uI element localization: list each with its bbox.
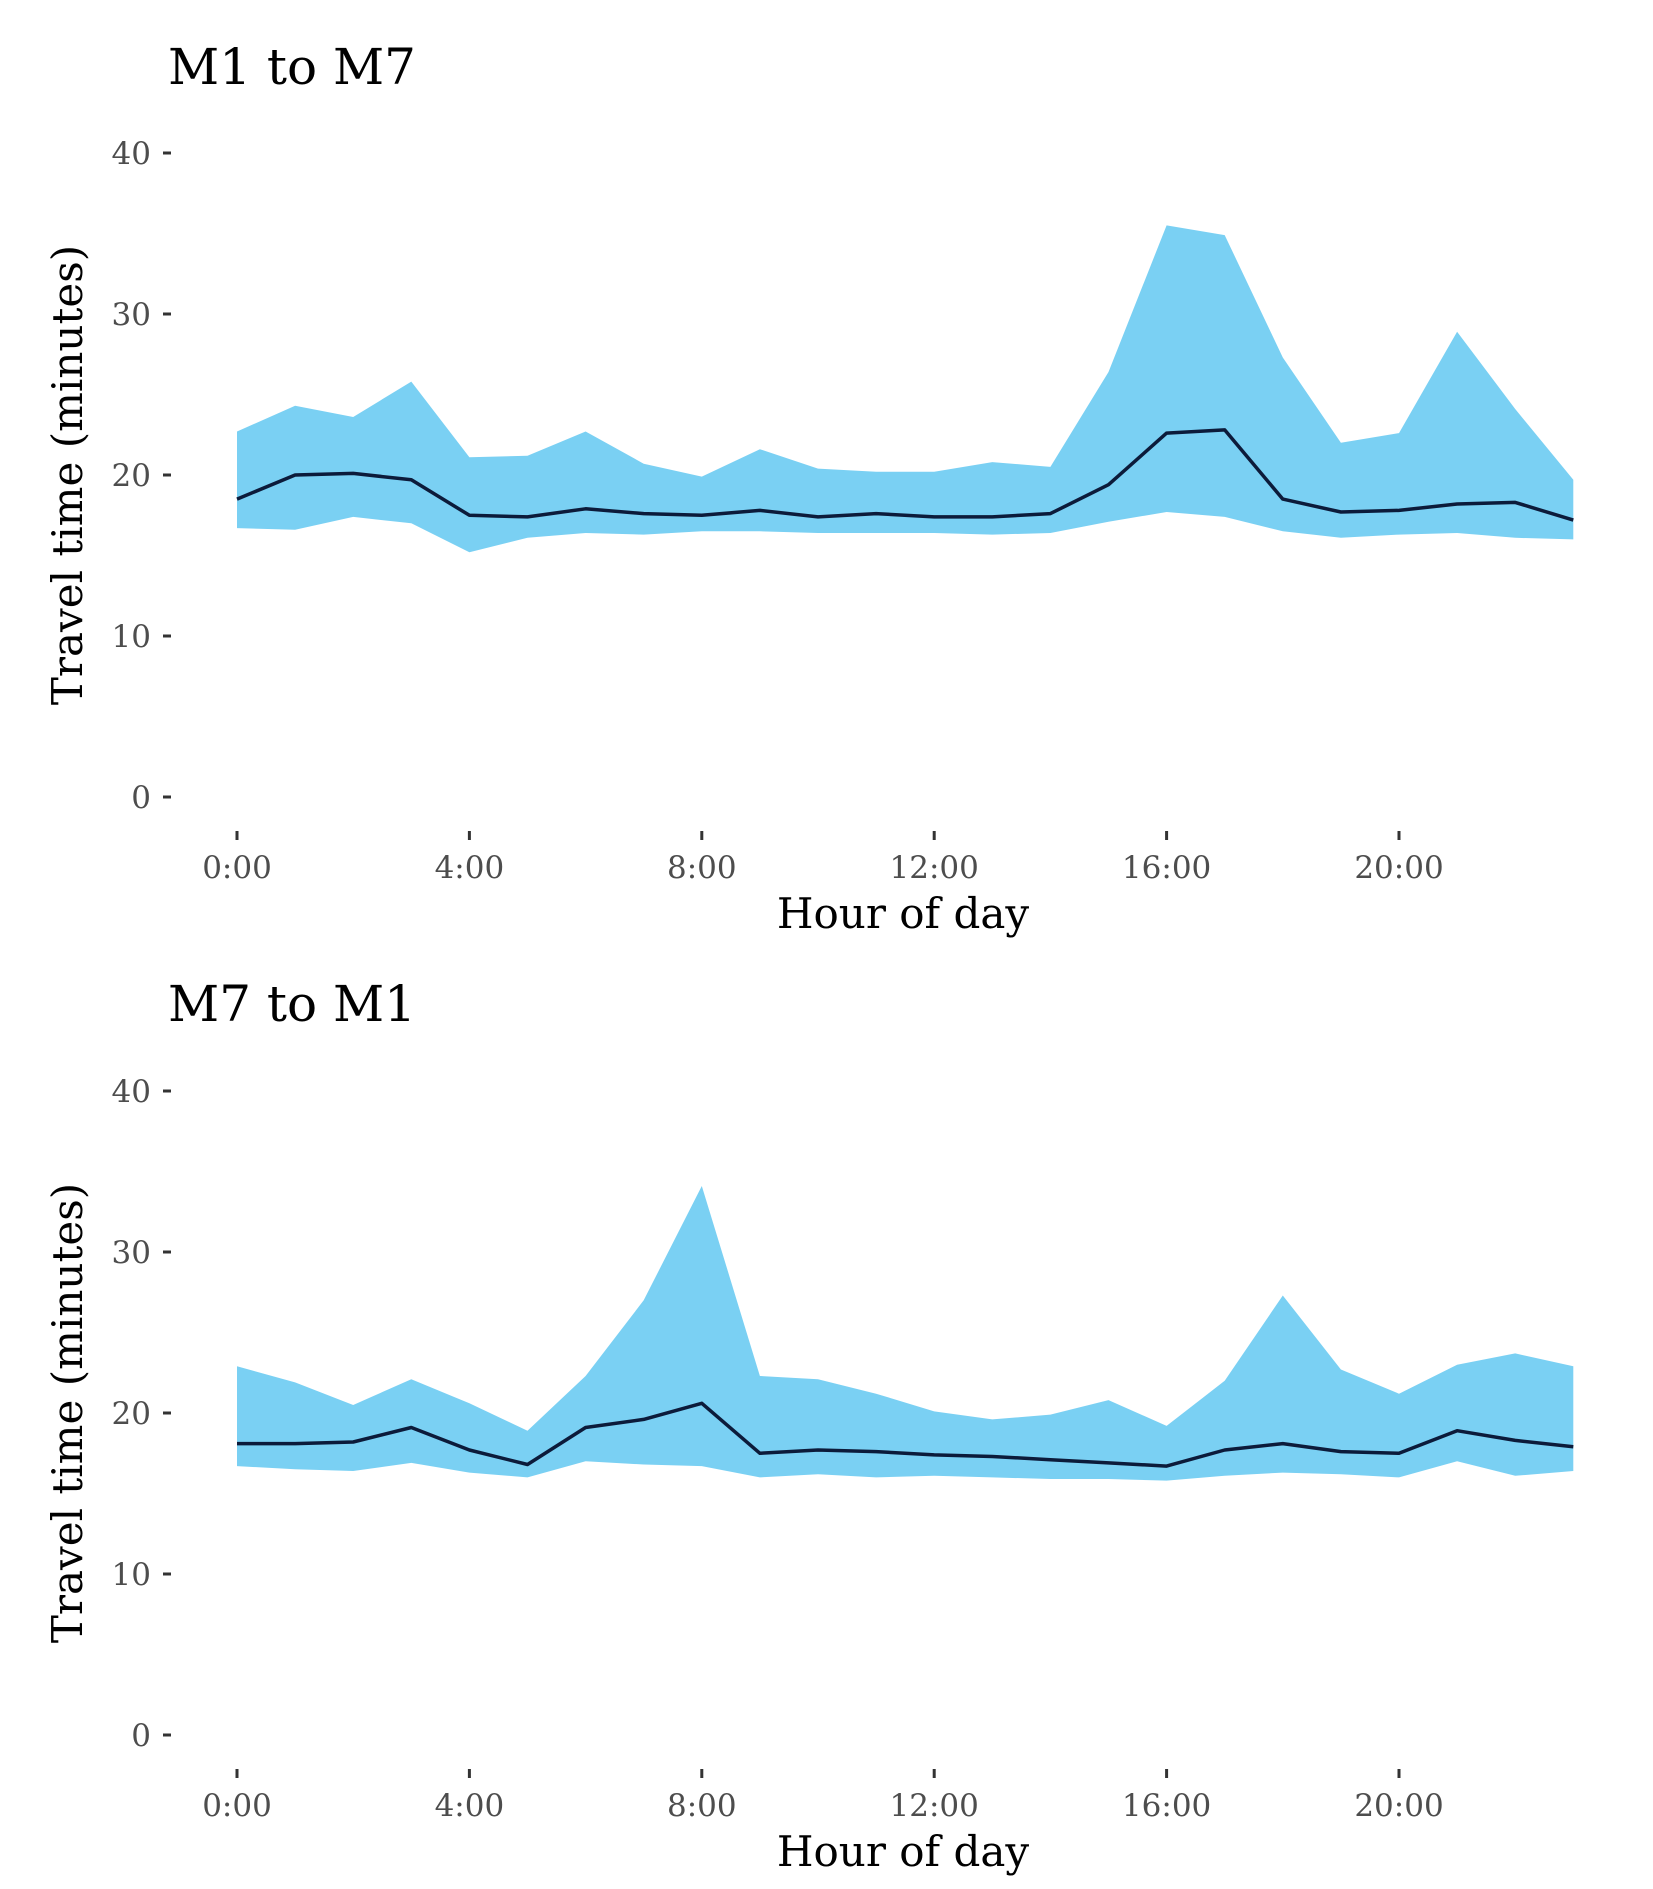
x-axis: 0:00 4:00 8:00 12:00 16:00 20:00 (202, 1769, 1444, 1824)
median-line (236, 428, 1574, 522)
y-tick-label: 0 (131, 780, 151, 816)
x-axis-title: Hour of day (777, 1827, 1029, 1876)
y-tick-label: 10 (112, 1557, 151, 1593)
chart-title: M1 to M7 (168, 38, 416, 96)
y-axis-title: Travel time (minutes) (43, 1183, 92, 1643)
y-axis-title: Travel time (minutes) (43, 245, 92, 705)
x-tick-label: 0:00 (202, 850, 272, 886)
y-tick-label: 10 (112, 619, 151, 655)
y-tick-label: 30 (112, 297, 151, 333)
x-axis: 0:00 4:00 8:00 12:00 16:00 20:00 (202, 831, 1444, 886)
y-axis: 0 10 20 30 40 (112, 1074, 171, 1754)
x-tick-label: 0:00 (202, 1788, 272, 1824)
chart-title: M7 to M1 (168, 975, 416, 1033)
chart-panel-2: M7 to M1 0 10 20 30 40 0:00 4:00 8:00 12:00 16:0… (43, 975, 1574, 1876)
x-tick-label: 20:00 (1354, 850, 1443, 886)
range-band (237, 1186, 1574, 1481)
y-tick-label: 20 (112, 1396, 151, 1432)
y-tick-label: 40 (112, 136, 151, 172)
y-tick-label: 20 (112, 458, 151, 494)
x-tick-label: 8:00 (667, 1788, 737, 1824)
y-tick-label: 30 (112, 1235, 151, 1271)
y-axis: 0 10 20 30 40 (112, 136, 171, 816)
range-band (237, 225, 1574, 553)
x-tick-label: 4:00 (435, 1788, 505, 1824)
x-tick-label: 20:00 (1354, 1788, 1443, 1824)
x-axis-title: Hour of day (777, 889, 1029, 938)
x-tick-label: 16:00 (1122, 850, 1211, 886)
x-tick-label: 12:00 (890, 1788, 979, 1824)
x-tick-label: 8:00 (667, 850, 737, 886)
x-tick-label: 4:00 (435, 850, 505, 886)
median-line (237, 1401, 1574, 1468)
x-tick-label: 12:00 (890, 850, 979, 886)
y-tick-label: 0 (131, 1718, 151, 1754)
y-tick-label: 40 (112, 1074, 151, 1110)
chart-panel-1: M1 to M7 0 10 20 30 40 0:00 4:00 8:00 12:00 16:0… (43, 38, 1574, 938)
x-tick-label: 16:00 (1122, 1788, 1211, 1824)
